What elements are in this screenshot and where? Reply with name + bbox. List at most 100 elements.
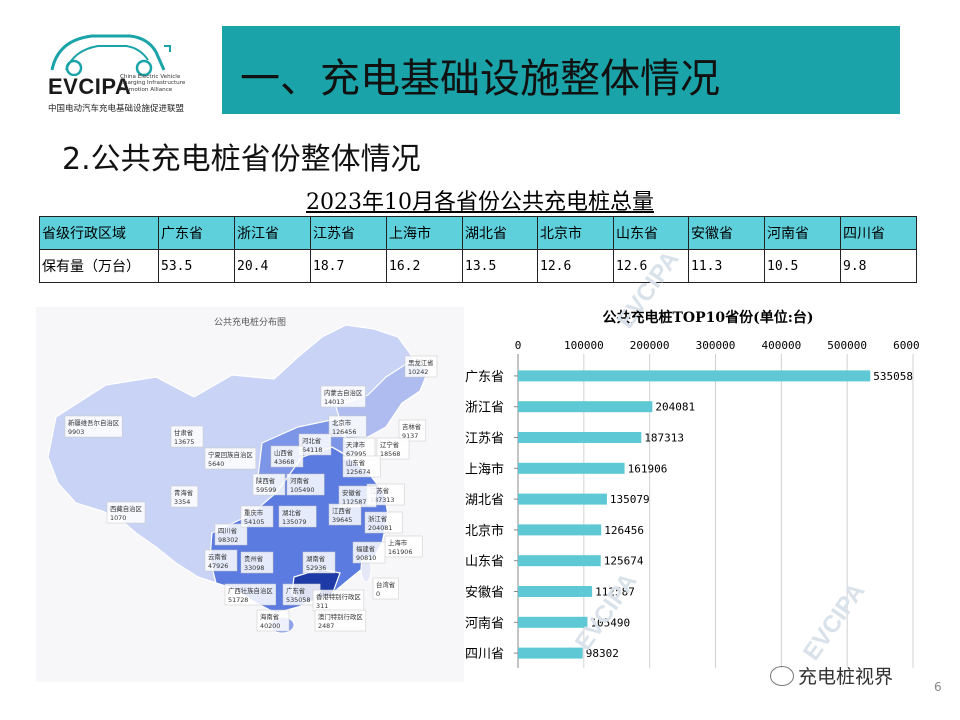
map-region-name: 山西省 (274, 448, 294, 457)
logo-subtitle: China Electric Vehicle Charging Infrastr… (120, 74, 186, 93)
section-subtitle: 2.公共充电桩省份整体情况 (62, 142, 421, 177)
category-label: 北京市 (465, 523, 504, 539)
map-region-value: 67995 (346, 450, 366, 458)
table-value-label: 保有量（万台） (39, 249, 159, 283)
map-label-box (372, 577, 399, 600)
map-region-value: 39645 (332, 516, 352, 524)
map-region-name: 辽宁省 (380, 440, 400, 449)
x-tick-label: 200000 (630, 339, 670, 352)
x-tick-label: 600000 (893, 339, 920, 352)
logo-name: EVCIPA (48, 74, 132, 99)
map-label-box (302, 551, 336, 574)
map-region-name: 浙江省 (368, 514, 388, 523)
data-label: 204081 (655, 401, 695, 414)
map-region-name: 上海市 (388, 538, 408, 547)
table-title: 2023年10月各省份公共充电桩总量 (306, 190, 654, 215)
map-label-box (240, 505, 274, 528)
category-label: 四川省 (465, 647, 504, 662)
map-region-name: 广西壮族自治区 (228, 586, 273, 595)
table-value-row: 保有量（万台） 53.5 20.4 18.7 16.2 13.5 12.6 12… (39, 249, 917, 283)
table-value-cell: 13.5 (462, 249, 538, 283)
map-region-name: 重庆市 (244, 508, 264, 517)
map-label-box (286, 473, 325, 496)
map-region-name: 甘肃省 (174, 428, 194, 437)
map-label-box (404, 355, 438, 378)
x-tick-label: 300000 (696, 339, 736, 352)
data-label: 535058 (873, 370, 913, 383)
map-region-value: 3354 (174, 498, 190, 506)
map-label-box (170, 425, 204, 448)
map-region-value: 9903 (68, 428, 84, 436)
table-header-cell: 上海市 (386, 216, 463, 250)
category-label: 河南省 (465, 615, 504, 631)
table-header-cell: 山东省 (613, 216, 689, 250)
table-header-row: 省级行政区域 广东省 浙江省 江苏省 上海市 湖北省 北京市 山东省 安徽省 河… (39, 216, 917, 250)
map-region-name: 广东省 (286, 586, 306, 595)
map-region-value: 64118 (302, 446, 322, 454)
table-header-cell: 浙江省 (234, 216, 311, 250)
table-header-cell: 江苏省 (310, 216, 387, 250)
map-region-name: 西藏自治区 (110, 504, 143, 513)
bar (518, 616, 588, 628)
bar (518, 432, 642, 443)
map-region-name: 贵州省 (244, 554, 264, 563)
map-region-name: 黑龙江省 (408, 358, 434, 367)
table-value-cell: 10.5 (764, 249, 841, 283)
map-region-name: 宁夏回族自治区 (208, 450, 253, 459)
table-header-cell: 北京市 (537, 216, 614, 250)
data-label: 105490 (590, 616, 630, 629)
map-region-value: 52936 (306, 564, 326, 572)
map-region-value: 126456 (332, 428, 356, 436)
map-region-name: 吉林省 (402, 422, 422, 431)
map-region-name: 湖北省 (282, 508, 302, 517)
map-region-value: 161906 (388, 548, 412, 556)
table-header-label: 省级行政区域 (39, 216, 159, 250)
bar (518, 555, 601, 567)
table-value-cell: 18.7 (310, 249, 387, 283)
map-region-value: 54105 (244, 518, 264, 526)
map-label-box (106, 501, 146, 524)
table-header-cell: 安徽省 (688, 216, 765, 250)
map-region-value: 0 (376, 590, 380, 598)
map-region-value: 13675 (174, 438, 194, 446)
map-region-name: 海南省 (260, 612, 280, 621)
map-region-value: 90810 (356, 554, 376, 562)
table-value-cell: 53.5 (158, 249, 235, 283)
map-label-box (204, 447, 257, 470)
category-label: 广东省 (465, 370, 504, 385)
map-region-value: 18568 (380, 450, 400, 458)
map-label-box (204, 549, 238, 572)
map-region-name: 江西省 (332, 506, 352, 515)
bar (518, 524, 602, 536)
map-region-name: 天津市 (346, 440, 366, 449)
data-label: 125674 (604, 555, 644, 568)
map-region-value: 187313 (370, 496, 394, 504)
x-tick-label: 100000 (564, 339, 604, 352)
category-label: 山东省 (465, 555, 504, 570)
top10-bar-chart: 公共充电桩TOP10省份(单位:台) 0 100000 200000 300000 40… (465, 309, 920, 668)
map-label-box (398, 419, 427, 442)
x-tick-label: 500000 (827, 339, 867, 352)
map-region-name: 台湾省 (376, 580, 396, 589)
map-region-value: 5640 (208, 460, 224, 468)
x-tick-label: 0 (515, 339, 522, 352)
map-label-box (252, 473, 286, 496)
map-region-name: 湖南省 (306, 554, 326, 563)
map-region-name: 北京市 (332, 418, 352, 427)
table-header-cell: 广东省 (158, 216, 235, 250)
map-region-value: 33098 (244, 564, 264, 572)
